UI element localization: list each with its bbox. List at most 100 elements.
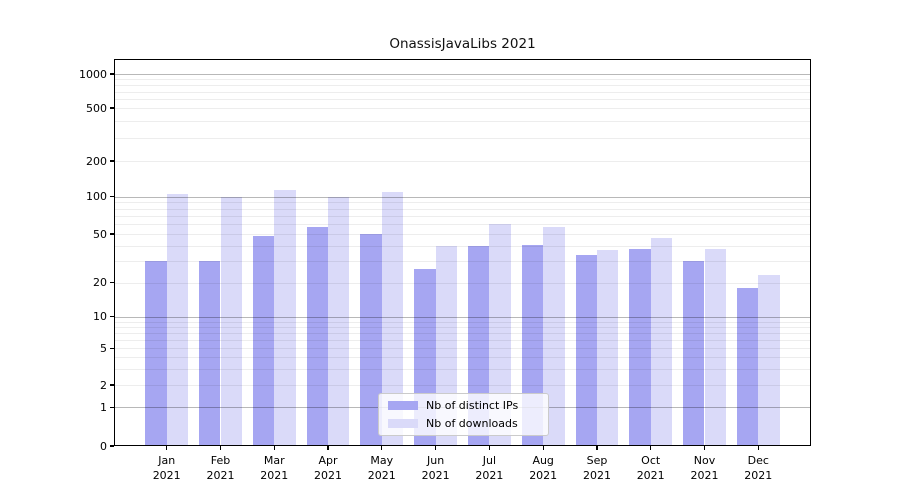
gridline-minor: [115, 108, 810, 109]
legend-label: Nb of downloads: [426, 417, 518, 430]
x-tick-mark: [327, 446, 329, 450]
legend-item-distinct-ips: Nb of distinct IPs: [388, 399, 548, 412]
gridline-minor: [115, 326, 810, 328]
x-tick-label: Jun 2021: [421, 454, 450, 482]
x-tick-label: Nov 2021: [690, 454, 719, 482]
y-tick-mark: [110, 445, 114, 447]
gridline-major: [115, 74, 810, 75]
x-tick-label: Aug 2021: [529, 454, 558, 482]
y-tick-mark: [110, 196, 114, 198]
x-tick-label: Oct 2021: [636, 454, 665, 482]
gridline-minor: [115, 340, 810, 341]
y-tick-label: 500: [86, 101, 107, 115]
x-tick-mark: [273, 446, 275, 450]
chart-title: OnassisJavaLibs 2021: [389, 36, 536, 52]
bar-downloads-jul: [489, 224, 511, 446]
y-tick-label: 50: [93, 227, 107, 241]
x-tick-mark: [757, 446, 759, 450]
gridline-minor: [115, 245, 810, 247]
gridline-minor: [115, 321, 810, 323]
x-tick-label: Sep 2021: [583, 454, 611, 482]
bar-distinct-ips-dec: [736, 287, 759, 446]
bar-downloads-feb: [220, 196, 242, 446]
y-tick-label: 100: [86, 190, 107, 204]
legend-swatch-downloads: [388, 418, 418, 429]
y-tick-label: 1: [100, 400, 107, 414]
bar-downloads-may: [381, 191, 404, 446]
bar-downloads-jan: [166, 194, 189, 446]
bar-distinct-ips-apr: [306, 226, 328, 446]
x-tick-mark: [596, 446, 598, 450]
bar-distinct-ips-sep: [575, 254, 597, 446]
gridline-minor: [115, 282, 810, 284]
y-tick-mark: [110, 347, 114, 349]
y-tick-label: 10: [93, 310, 107, 324]
gridline-minor: [115, 224, 810, 226]
gridline-minor: [115, 215, 810, 217]
y-tick-mark: [110, 316, 114, 318]
y-tick-label: 1000: [79, 67, 107, 81]
gridline-minor: [115, 137, 810, 139]
gridline-minor: [115, 368, 810, 370]
legend-swatch-distinct-ips: [388, 400, 418, 411]
gridline-minor: [115, 348, 810, 350]
y-tick-mark: [110, 233, 114, 235]
y-tick-mark: [110, 160, 114, 162]
x-tick-label: Feb 2021: [206, 454, 235, 482]
gridline-minor: [115, 91, 810, 93]
gridline-minor: [115, 99, 810, 101]
y-tick-label: 2: [100, 378, 107, 392]
bar-downloads-mar: [274, 189, 296, 446]
bar-distinct-ips-may: [360, 234, 382, 446]
y-tick-label: 0: [100, 439, 107, 453]
gridline-minor: [115, 202, 810, 204]
y-tick-label: 200: [86, 154, 107, 168]
gridline-major: [115, 316, 810, 318]
x-tick-mark: [703, 446, 706, 450]
gridline-minor: [115, 385, 810, 386]
y-tick-mark: [110, 73, 114, 75]
y-tick-label: 5: [100, 341, 107, 355]
y-tick-mark: [110, 406, 114, 408]
legend-label: Nb of distinct IPs: [426, 399, 519, 412]
y-tick-label: 20: [93, 276, 107, 290]
bar-downloads-dec: [758, 275, 780, 446]
bar-distinct-ips-feb: [199, 261, 221, 446]
bar-distinct-ips-nov: [683, 261, 705, 446]
x-tick-label: Jan 2021: [152, 454, 181, 482]
gridline-minor: [115, 84, 810, 86]
x-tick-mark: [542, 446, 544, 450]
legend-item-downloads: Nb of downloads: [388, 417, 548, 430]
bar-distinct-ips-mar: [252, 236, 275, 446]
gridline-major: [115, 196, 810, 198]
bar-downloads-aug: [543, 226, 565, 446]
y-tick-mark: [110, 282, 114, 284]
x-tick-label: Apr 2021: [314, 454, 342, 482]
y-tick-mark: [110, 107, 114, 109]
bar-distinct-ips-jan: [145, 261, 167, 446]
gridline-minor: [115, 161, 810, 162]
gridline-minor: [115, 120, 810, 122]
bar-downloads-oct: [650, 238, 673, 446]
gridline-minor: [115, 357, 810, 359]
x-tick-label: May 2021: [367, 454, 396, 482]
bar-downloads-apr: [328, 196, 350, 446]
gridline-minor: [115, 208, 810, 210]
x-tick-mark: [219, 446, 222, 450]
x-tick-mark: [488, 446, 490, 450]
gridline-minor: [115, 79, 810, 81]
x-tick-mark: [435, 446, 437, 450]
x-tick-label: Jul 2021: [475, 454, 504, 482]
x-tick-label: Mar 2021: [260, 454, 289, 482]
y-tick-mark: [110, 384, 114, 386]
x-tick-mark: [166, 446, 168, 450]
bar-downloads-nov: [704, 248, 726, 446]
gridline-minor: [115, 261, 810, 263]
bar-downloads-sep: [597, 250, 619, 446]
bar-distinct-ips-oct: [629, 248, 651, 446]
gridline-minor: [115, 234, 810, 235]
x-tick-mark: [650, 446, 652, 450]
x-tick-mark: [381, 446, 383, 450]
gridline-minor: [115, 333, 810, 334]
